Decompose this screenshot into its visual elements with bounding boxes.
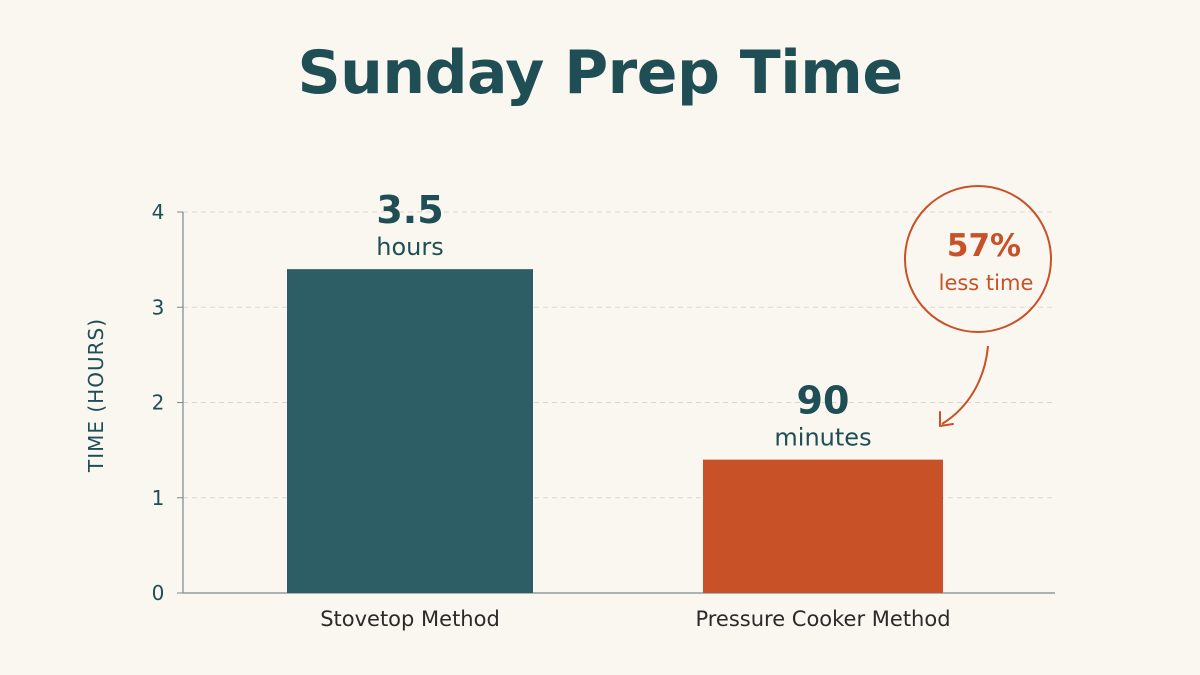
- y-tick-label: 0: [152, 581, 165, 605]
- callout-annotation: 57% less time: [904, 185, 1052, 427]
- y-tick-label: 2: [152, 391, 165, 415]
- callout-circle: [904, 185, 1052, 333]
- callout-value: 57%: [947, 228, 1021, 264]
- y-tick-labels: 0 1 2 3 4: [152, 200, 165, 605]
- chart-title: Sunday Prep Time: [297, 38, 903, 108]
- y-tick-label: 3: [152, 295, 165, 319]
- y-tick-label: 4: [152, 200, 165, 224]
- y-tick-label: 1: [152, 486, 165, 510]
- data-label-unit: minutes: [774, 424, 871, 452]
- bar: [287, 269, 533, 593]
- bar: [703, 459, 943, 593]
- x-category-label: Stovetop Method: [320, 607, 500, 631]
- callout-arrow: [941, 345, 989, 425]
- data-label-value: 90: [797, 379, 850, 423]
- callout-arrowhead: [939, 411, 954, 427]
- callout-text: less time: [939, 271, 1034, 295]
- data-label-value: 3.5: [376, 188, 443, 232]
- category-labels: Stovetop Method Pressure Cooker Method: [320, 607, 950, 631]
- x-category-label: Pressure Cooker Method: [695, 607, 950, 631]
- bars: [287, 269, 943, 593]
- y-axis-title: TIME (HOURS): [84, 318, 108, 473]
- data-label-unit: hours: [376, 233, 443, 261]
